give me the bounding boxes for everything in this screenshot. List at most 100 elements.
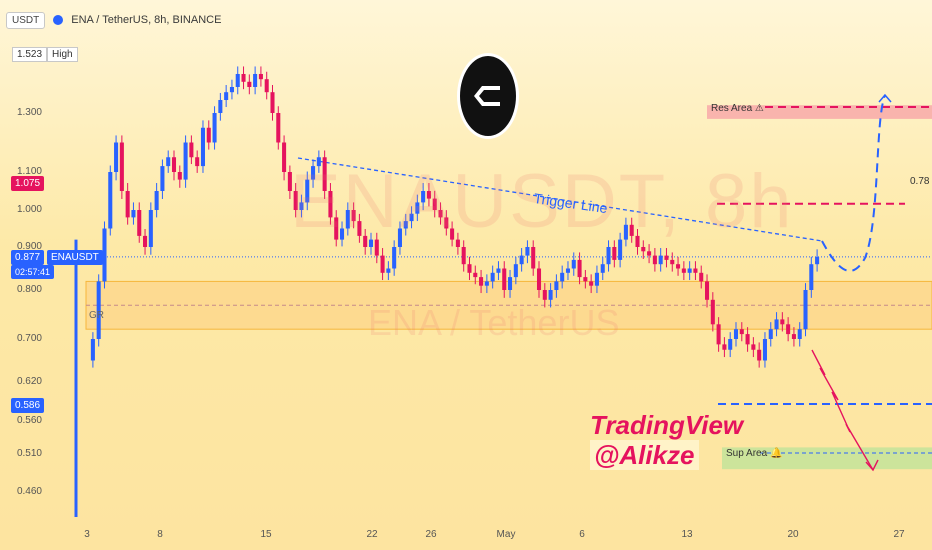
- candle-body: [542, 290, 547, 300]
- candle-body: [722, 344, 727, 350]
- candle-body: [583, 277, 588, 282]
- candle-body: [368, 239, 374, 247]
- y-tick-label: 0.900: [16, 241, 42, 252]
- candle-body: [235, 73, 240, 87]
- candle-body: [258, 73, 263, 80]
- candle-body: [728, 339, 733, 350]
- bearish-arrow-icon: [865, 459, 879, 472]
- bullish-projection: [821, 94, 886, 272]
- bullish-arrow-icon: [878, 93, 892, 103]
- candle-body: [131, 210, 136, 218]
- candle-body: [374, 239, 379, 256]
- author-brand: TradingView @Alikze: [590, 410, 743, 470]
- candle-body: [444, 217, 449, 229]
- x-tick-label: 27: [893, 529, 905, 540]
- candle-body: [432, 198, 437, 210]
- candle-body: [629, 224, 634, 236]
- candle-body: [212, 113, 217, 143]
- candle-body: [137, 210, 142, 236]
- candle-body: [160, 166, 165, 191]
- res-area-label: Res Area ⚠: [711, 103, 764, 114]
- candle-body: [206, 127, 211, 143]
- candle-body: [380, 255, 385, 273]
- warning-icon: ⚠: [754, 103, 764, 114]
- candle-body: [762, 339, 767, 361]
- x-tick-label: 3: [84, 529, 90, 540]
- candle-body: [461, 247, 466, 265]
- candle-body: [270, 92, 275, 113]
- candle-body: [525, 247, 530, 256]
- candle-body: [710, 299, 715, 325]
- candle-body: [513, 264, 518, 278]
- candle-body: [751, 344, 756, 350]
- candle-body: [809, 264, 814, 290]
- candle-body: [357, 221, 362, 236]
- candle-body: [791, 334, 796, 339]
- candle-body: [815, 256, 820, 265]
- x-tick-label: 13: [681, 529, 693, 540]
- x-tick-label: 8: [157, 529, 163, 540]
- candle-body: [247, 81, 252, 87]
- candle-body: [450, 228, 455, 240]
- candle-body: [299, 202, 304, 210]
- candle-body: [647, 251, 652, 256]
- candle-body: [189, 142, 194, 158]
- candle-body: [166, 157, 171, 167]
- symbol-price-label: ENAUSDT: [47, 250, 103, 265]
- candle-body: [438, 210, 443, 218]
- candle-body: [119, 142, 124, 191]
- candle-body: [114, 142, 119, 172]
- candle-body: [641, 247, 646, 252]
- candle-body: [786, 324, 791, 335]
- candle-body: [565, 268, 571, 273]
- candle-body: [345, 210, 350, 229]
- candle-body: [531, 247, 536, 269]
- candle-body: [484, 281, 489, 286]
- ena-logo-icon: [457, 53, 519, 139]
- brand-line-2: @Alikze: [590, 440, 699, 470]
- y-tick-label: 1.300: [16, 107, 42, 118]
- x-tick-label: 6: [579, 529, 585, 540]
- candle-body: [293, 191, 298, 210]
- brand-line-1: TradingView: [590, 410, 744, 440]
- candle-body: [171, 157, 177, 172]
- candle-body: [334, 217, 339, 240]
- candle-body: [768, 329, 773, 339]
- candle-body: [253, 73, 258, 87]
- resistance-area-zone: [707, 105, 932, 119]
- candle-body: [606, 247, 611, 265]
- candle-body: [670, 259, 675, 265]
- candle-body: [108, 172, 113, 229]
- candle-body: [229, 86, 234, 93]
- golden-range-label: GR: [89, 310, 104, 321]
- high-label: 1.523 High: [12, 47, 78, 62]
- candle-body: [600, 264, 605, 273]
- y-tick-label: 0.800: [16, 284, 42, 295]
- candle-body: [322, 157, 327, 191]
- candle-body: [502, 268, 507, 290]
- candle-body: [363, 235, 368, 247]
- candle-body: [316, 157, 321, 167]
- candle-body: [687, 268, 692, 273]
- candle-body: [496, 268, 501, 273]
- y-tick-label: 0.560: [16, 415, 42, 426]
- candle-body: [508, 277, 513, 290]
- candle-body: [693, 268, 698, 273]
- candle-body: [339, 228, 345, 240]
- candle-body: [594, 272, 599, 286]
- candle-body: [455, 239, 460, 247]
- x-tick-label: May: [496, 529, 516, 540]
- candle-body: [519, 255, 524, 265]
- candle-body: [716, 324, 721, 345]
- symbol-badge[interactable]: USDT: [6, 11, 46, 29]
- candle-body: [328, 191, 333, 218]
- candle-body: [195, 157, 200, 167]
- candle-body: [479, 277, 484, 286]
- candle-body: [618, 239, 623, 260]
- high-value: 1.523: [12, 47, 48, 62]
- candle-body: [745, 334, 750, 345]
- candle-body: [733, 329, 739, 339]
- candle-body: [780, 319, 785, 325]
- candle-body: [623, 224, 628, 240]
